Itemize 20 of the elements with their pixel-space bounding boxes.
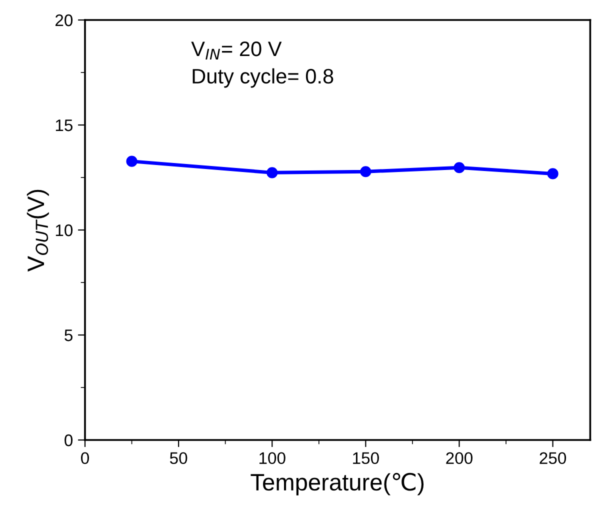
point [126, 156, 138, 167]
point [547, 168, 558, 180]
x-tick-label: 200 [446, 452, 472, 464]
x-axis-title: Temperature(℃) [250, 472, 424, 496]
annotation: V$_{IN}$= 20 V [191, 42, 282, 60]
y-tick-label: 15 [56, 120, 72, 132]
point [454, 162, 465, 174]
y-tick-label: 5 [64, 330, 72, 342]
y-tick-label: 10 [56, 224, 73, 236]
annotation: Duty cycle= 0.8 [192, 68, 334, 88]
x-tick-label: 150 [353, 452, 379, 464]
point [266, 167, 278, 178]
x-tick-label: 50 [170, 452, 188, 464]
y-tick-label: 20 [55, 14, 73, 26]
y-axis-title: V$_{OUT}$(V) [26, 190, 49, 272]
x-tick-label: 0 [81, 452, 89, 464]
point [360, 166, 372, 178]
x-tick-label: 100 [259, 452, 286, 464]
y-tick-label: 0 [64, 434, 73, 446]
x-tick-label: 250 [540, 452, 566, 464]
